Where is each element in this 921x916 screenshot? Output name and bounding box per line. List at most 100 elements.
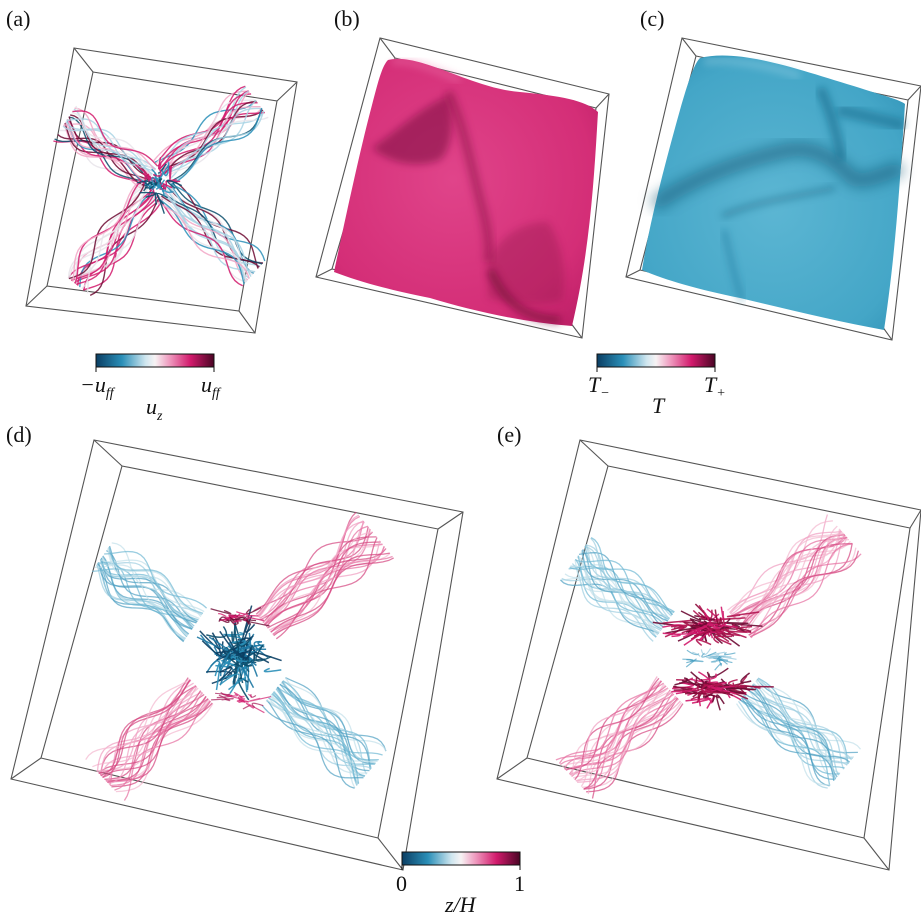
streamline (745, 535, 847, 633)
streamline-core (219, 630, 238, 655)
streamlines-d (85, 511, 394, 801)
streamline-core (218, 666, 233, 682)
streamline-core (159, 182, 173, 190)
streamline (71, 111, 153, 177)
streamline (739, 699, 835, 781)
streamline-core (698, 605, 713, 619)
panel-d: (d) (6, 422, 464, 871)
streamline-core (726, 629, 747, 634)
streamline-core (685, 658, 697, 668)
streamline (72, 179, 141, 282)
streamline-core (245, 606, 262, 615)
streamline (170, 108, 263, 185)
streamline (72, 110, 159, 167)
streamline-core (704, 612, 710, 621)
streamline-core (220, 659, 240, 679)
streamline (108, 546, 204, 615)
box-d (10, 439, 464, 871)
streamline-core (218, 618, 229, 624)
streamline (285, 677, 387, 752)
panel-a: (a) (6, 6, 298, 334)
streamline (157, 86, 247, 167)
streamline-core (699, 632, 714, 642)
streamline-core (236, 611, 248, 615)
streamline-core (662, 632, 681, 638)
streamline-core (230, 618, 237, 625)
streamline-core (135, 164, 153, 180)
streamline (262, 536, 377, 624)
streamline-core (718, 658, 728, 665)
streamline (560, 577, 659, 636)
streamline (94, 564, 198, 623)
streamline (272, 692, 375, 765)
streamline (741, 696, 831, 786)
streamline-core (250, 694, 257, 698)
streamline (282, 680, 372, 769)
streamline (102, 698, 209, 778)
streamline (590, 537, 672, 617)
streamline-core (249, 696, 272, 702)
streamline-core (723, 651, 736, 656)
streamline-core (692, 651, 701, 657)
streamline (257, 515, 361, 618)
streamline (97, 561, 203, 616)
streamline (164, 107, 262, 177)
streamline (586, 703, 684, 793)
panel-b: (b) (315, 6, 610, 339)
streamline (86, 193, 159, 294)
streamline (749, 550, 860, 638)
streamline (585, 544, 670, 620)
streamline-core (201, 637, 222, 656)
streamline (107, 548, 200, 620)
streamline-core (239, 654, 259, 677)
streamline-core (226, 693, 239, 697)
streamline-core (255, 644, 272, 662)
streamline (265, 531, 373, 628)
streamline (574, 559, 675, 613)
colorbar-uz: −uff uff uz (80, 353, 222, 424)
streamline (747, 689, 853, 761)
streamline-core (218, 613, 227, 618)
streamline (571, 697, 678, 777)
streamline (750, 543, 853, 639)
colorbar-T-min-label: T− (588, 372, 610, 401)
streamline (68, 116, 151, 178)
streamline (268, 697, 360, 784)
streamline (569, 690, 672, 775)
panel-label-d: (d) (6, 422, 32, 447)
streamline (155, 201, 250, 279)
panel-label-e: (e) (497, 422, 521, 447)
box-a (25, 47, 298, 334)
streamline-core (236, 699, 249, 703)
streamline-core (239, 697, 244, 701)
panel-label-b: (b) (334, 6, 360, 31)
streamline-core (155, 187, 166, 197)
streamline-core (711, 651, 726, 656)
streamline-core (230, 614, 242, 619)
streamline (261, 520, 364, 622)
streamline-core (148, 178, 163, 191)
streamline-core (247, 644, 254, 664)
streamline (71, 190, 155, 282)
streamline-core (726, 611, 760, 618)
colorbar-uz-title: uz (146, 394, 163, 424)
streamline-core (681, 678, 705, 686)
panel-e: (e) (496, 422, 921, 871)
streamline-core (196, 636, 229, 651)
streamline-core (245, 615, 265, 622)
streamline-core (706, 623, 738, 629)
streamline (172, 182, 264, 264)
streamline (159, 102, 258, 170)
streamline-core (680, 610, 702, 621)
streamline (740, 697, 830, 787)
streamline-core (228, 676, 247, 691)
streamline-core (713, 635, 733, 644)
streamline-core (166, 179, 183, 189)
streamline (66, 118, 148, 183)
streamline-core (702, 694, 715, 703)
streamline (564, 680, 662, 770)
streamline-core (218, 650, 231, 669)
streamline-core (210, 608, 232, 615)
streamline-core (151, 177, 159, 189)
streamline-core (703, 683, 722, 693)
